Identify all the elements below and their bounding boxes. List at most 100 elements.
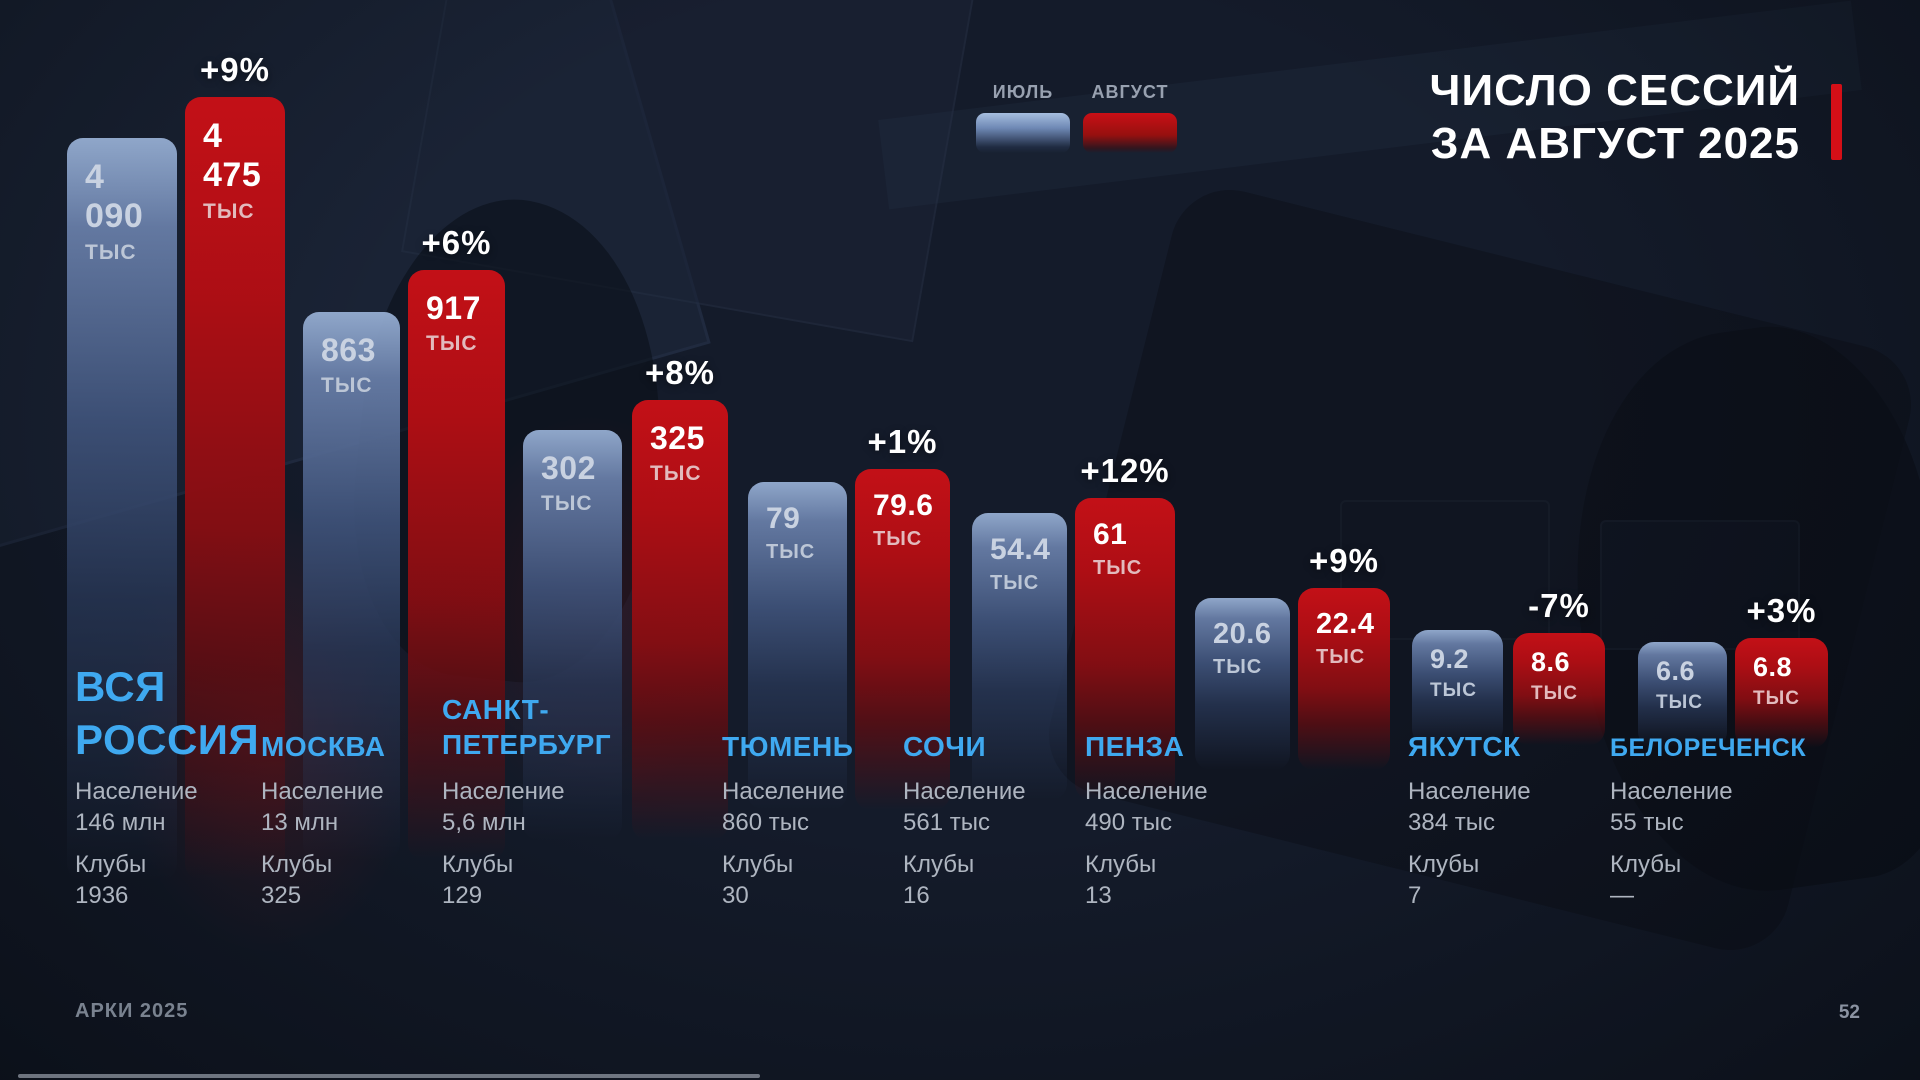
- bar-value: 22.4: [1316, 608, 1375, 640]
- city-name-sochi: СОЧИ: [903, 731, 987, 762]
- bar-unit: ТЫС: [1753, 688, 1800, 709]
- population-stat: Население 384 тыс: [1408, 778, 1531, 836]
- background-art-edge: [18, 1074, 760, 1078]
- clubs-stat: Клубы 1936: [75, 851, 147, 909]
- pct-change-tyumen: +1%: [867, 423, 938, 460]
- bar-value: 6.8: [1753, 652, 1793, 682]
- city-name-vsya-rossiya: ВСЯ РОССИЯ: [75, 663, 260, 763]
- legend-august-swatch: [1083, 113, 1177, 153]
- page-title-line1: ЧИСЛО СЕССИЙ: [1429, 66, 1800, 115]
- bar-unit: ТЫС: [1213, 656, 1263, 678]
- clubs-stat: Клубы 30: [722, 851, 794, 909]
- bar-value: 917: [426, 290, 481, 326]
- city-name-moskva: МОСКВА: [261, 731, 386, 762]
- bar-august-vsya-rossiya: 4 475 ТЫС: [185, 97, 285, 880]
- bar-august-moskva: 917 ТЫС: [408, 270, 505, 860]
- bar-value: 9.2: [1430, 644, 1470, 674]
- pct-change-moskva: +6%: [421, 224, 492, 261]
- legend-august-label: АВГУСТ: [1091, 82, 1169, 102]
- bar-unit: ТЫС: [203, 200, 255, 223]
- city-info-tyumen: Население 860 тыс Клубы 30: [722, 776, 845, 922]
- pct-change-belorechensk: +3%: [1746, 592, 1817, 629]
- legend-july: ИЮЛЬ: [976, 82, 1070, 153]
- bar-august-penza: 22.4 ТЫС: [1298, 588, 1390, 770]
- legend-july-label: ИЮЛЬ: [992, 82, 1054, 102]
- city-info-yakutsk: Население 384 тыс Клубы 7: [1408, 776, 1531, 922]
- bar-value: 4 090: [85, 158, 144, 235]
- bar-value: 325: [650, 420, 705, 456]
- bar-august-sochi: 61 ТЫС: [1075, 498, 1175, 800]
- city-name-belorechensk: БЕЛОРЕЧЕНСК: [1610, 734, 1807, 762]
- city-name-penza: ПЕНЗА: [1085, 731, 1185, 762]
- bar-value: 61: [1093, 518, 1128, 551]
- bar-august-yakutsk: 8.6 ТЫС: [1513, 633, 1605, 745]
- bar-july-yakutsk: 9.2 ТЫС: [1412, 630, 1503, 745]
- clubs-stat: Клубы 13: [1085, 851, 1157, 909]
- city-info-belorechensk: Население 55 тыс Клубы —: [1610, 776, 1733, 922]
- population-stat: Население 146 млн: [75, 778, 198, 836]
- pct-change-vsya-rossiya: +9%: [200, 51, 270, 88]
- city-name-tyumen: ТЮМЕНЬ: [722, 731, 854, 762]
- bar-july-vsya-rossiya: 4 090 ТЫС: [67, 138, 177, 880]
- bar-value: 79.6: [873, 489, 934, 522]
- population-stat: Население 5,6 млн: [442, 778, 565, 836]
- bar-august-tyumen: 79.6 ТЫС: [855, 469, 950, 810]
- clubs-stat: Клубы 325: [261, 851, 333, 909]
- bar-unit: ТЫС: [85, 241, 137, 264]
- clubs-stat: Клубы 7: [1408, 851, 1480, 909]
- bar-july-sankt-peterburg: 302 ТЫС: [523, 430, 622, 840]
- pct-change-sochi: +12%: [1080, 452, 1170, 489]
- bar-july-penza: 20.6 ТЫС: [1195, 598, 1290, 770]
- page-title: ЧИСЛО СЕССИЙ ЗА АВГУСТ 2025: [1120, 64, 1800, 170]
- bar-value: 20.6: [1213, 618, 1272, 650]
- city-info-moskva: Население 13 млн Клубы 325: [261, 776, 384, 922]
- bar-july-moskva: 863 ТЫС: [303, 312, 400, 860]
- population-stat: Население 860 тыс: [722, 778, 845, 836]
- bar-unit: ТЫС: [1656, 692, 1703, 713]
- page-title-line2: ЗА АВГУСТ 2025: [1430, 119, 1800, 168]
- bar-unit: ТЫС: [321, 374, 373, 397]
- clubs-stat: Клубы 16: [903, 851, 975, 909]
- bar-value: 302: [541, 450, 596, 486]
- bar-july-belorechensk: 6.6 ТЫС: [1638, 642, 1727, 748]
- population-stat: Население 561 тыс: [903, 778, 1026, 836]
- page-number: 52: [1838, 1002, 1860, 1023]
- bar-unit: ТЫС: [650, 462, 702, 485]
- bar-unit: ТЫС: [541, 492, 593, 515]
- bar-august-sankt-peterburg: 325 ТЫС: [632, 400, 728, 840]
- population-stat: Население 55 тыс: [1610, 778, 1733, 836]
- footer-brand: АРКИ 2025: [75, 1000, 189, 1022]
- bar-value: 6.6: [1656, 656, 1696, 686]
- bar-unit: ТЫС: [426, 332, 478, 355]
- bar-value: 8.6: [1531, 647, 1571, 677]
- pct-change-yakutsk: -7%: [1528, 587, 1590, 624]
- bar-unit: ТЫС: [1316, 646, 1366, 668]
- bar-unit: ТЫС: [990, 572, 1040, 594]
- clubs-stat: Клубы —: [1610, 851, 1682, 909]
- city-info-sochi: Население 561 тыс Клубы 16: [903, 776, 1026, 922]
- city-info-vsya-rossiya: Население 146 млн Клубы 1936: [75, 776, 198, 922]
- bar-unit: ТЫС: [1531, 683, 1578, 704]
- background-art-monitor: [1600, 520, 1800, 650]
- legend-august: АВГУСТ: [1083, 82, 1177, 153]
- bar-august-belorechensk: 6.8 ТЫС: [1735, 638, 1828, 748]
- population-stat: Население 13 млн: [261, 778, 384, 836]
- bar-value: 4 475: [203, 117, 262, 194]
- city-info-sankt-peterburg: Население 5,6 млн Клубы 129: [442, 776, 565, 922]
- bar-unit: ТЫС: [766, 541, 816, 563]
- bar-value: 54.4: [990, 533, 1051, 566]
- bar-july-tyumen: 79 ТЫС: [748, 482, 847, 810]
- bar-july-sochi: 54.4 ТЫС: [972, 513, 1067, 800]
- city-name-yakutsk: ЯКУТСК: [1408, 731, 1521, 762]
- bar-value: 79: [766, 502, 801, 535]
- bar-unit: ТЫС: [1093, 557, 1143, 579]
- clubs-stat: Клубы 129: [442, 851, 514, 909]
- city-name-sankt-peterburg: САНКТ- ПЕТЕРБУРГ: [442, 694, 612, 760]
- pct-change-sankt-peterburg: +8%: [645, 354, 715, 391]
- bar-unit: ТЫС: [873, 528, 923, 550]
- legend-july-swatch: [976, 113, 1070, 153]
- population-stat: Население 490 тыс: [1085, 778, 1208, 836]
- title-accent-bar: [1831, 84, 1842, 160]
- city-info-penza: Население 490 тыс Клубы 13: [1085, 776, 1208, 922]
